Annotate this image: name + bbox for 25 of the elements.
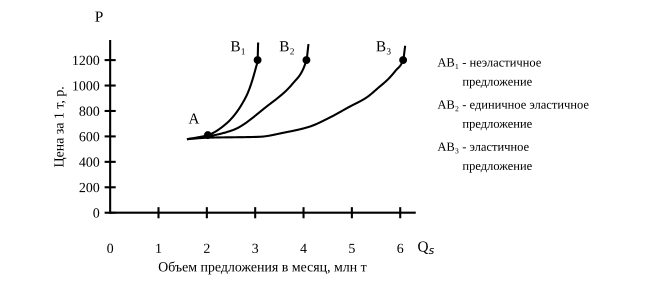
x-tick-label: 3 xyxy=(252,244,258,254)
y-tick-label: 200 xyxy=(80,182,100,192)
x-tick-label: 5 xyxy=(349,244,355,254)
text: AB₁ - неэластичное предложение xyxy=(438,58,541,88)
x-tick-label: 2 xyxy=(204,244,210,253)
annotation: B₂ xyxy=(280,41,294,54)
x-tick-label: 0 xyxy=(107,244,114,254)
y-axis-title: Цена за 1 т, р. xyxy=(54,87,66,168)
text: AB₃ - эластичное предложение xyxy=(438,142,532,173)
y-tick-label: 1000 xyxy=(73,81,100,90)
y-tick-label: 0 xyxy=(93,208,100,218)
annotation: B₃ xyxy=(376,41,391,54)
annotation: B₁ xyxy=(230,41,245,54)
x-tick-label: 4 xyxy=(300,244,307,253)
y-tick-label: 800 xyxy=(79,106,100,116)
y-tick-label: 600 xyxy=(80,132,100,142)
text: P xyxy=(95,12,103,22)
text: Q$_{s}$ xyxy=(418,241,434,254)
y-tick-label: 400 xyxy=(79,157,100,167)
y-tick-label: 1200 xyxy=(73,56,100,66)
annotation: A xyxy=(188,113,200,124)
text: AB₂ - единичное эластичное предложение xyxy=(438,100,589,130)
x-tick-label: 1 xyxy=(156,244,162,253)
x-axis-title: Объем предложения в месяц, млн т xyxy=(158,261,367,274)
x-tick-label: 6 xyxy=(397,244,404,254)
